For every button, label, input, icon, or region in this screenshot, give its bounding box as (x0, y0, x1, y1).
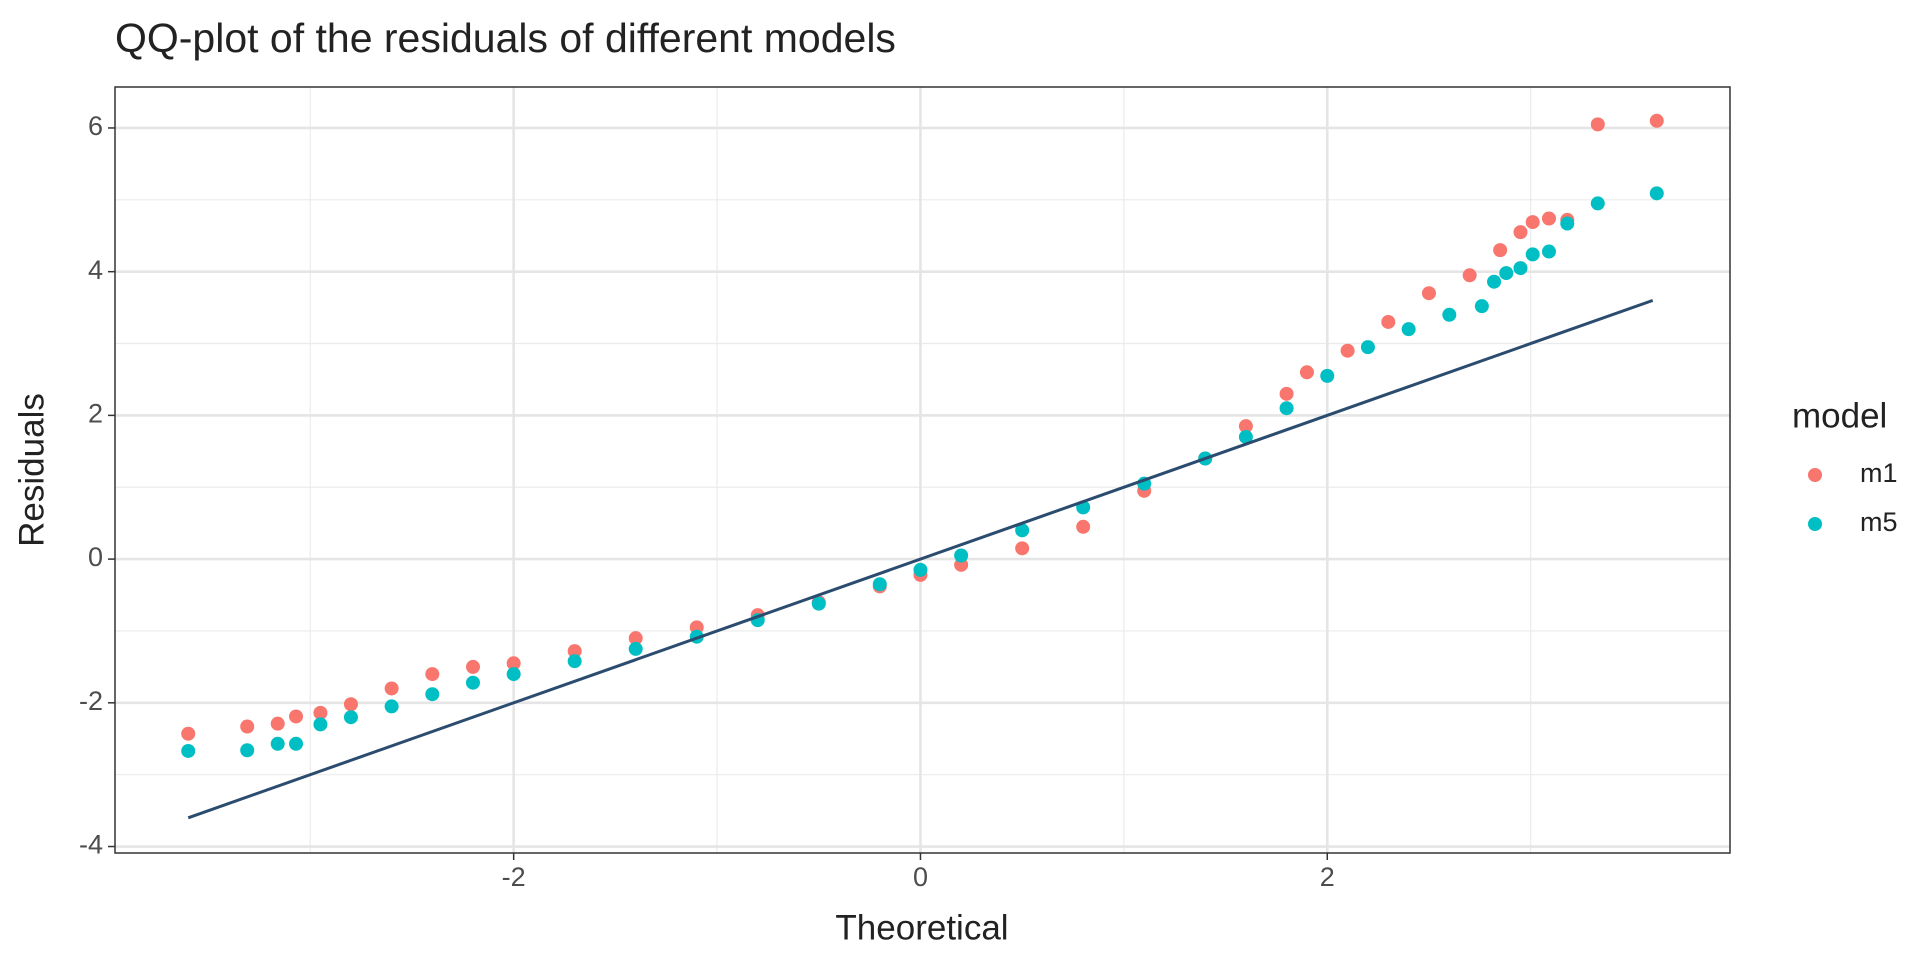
point (1421, 286, 1436, 301)
point (1076, 519, 1091, 534)
point (384, 681, 399, 696)
point (1499, 266, 1514, 281)
y-axis-label: Residuals (12, 393, 51, 547)
point (1238, 429, 1253, 444)
point (425, 687, 440, 702)
point (1238, 419, 1253, 434)
y-tick-label: -4 (79, 830, 103, 860)
x-tick-label: 0 (913, 862, 928, 892)
y-tick-label: -2 (79, 686, 103, 716)
point (1513, 261, 1528, 276)
point (1493, 243, 1508, 258)
point (1541, 244, 1556, 259)
point (465, 659, 480, 674)
point (1590, 196, 1605, 211)
point (181, 726, 196, 741)
point (506, 667, 521, 682)
point (954, 548, 969, 563)
point (1560, 216, 1575, 231)
y-tick-label: 4 (88, 255, 103, 285)
point (289, 709, 304, 724)
point (1299, 365, 1314, 380)
point (313, 717, 328, 732)
x-tick-label: 2 (1320, 862, 1335, 892)
point (1525, 247, 1540, 262)
point (628, 631, 643, 646)
point (1401, 322, 1416, 337)
point (384, 699, 399, 714)
point (181, 743, 196, 758)
point (811, 596, 826, 611)
point (1649, 186, 1664, 201)
y-tick-label: 6 (88, 111, 103, 141)
point (913, 562, 928, 577)
point (1513, 225, 1528, 240)
legend-marker (1808, 468, 1822, 482)
panel-border (114, 86, 1731, 854)
point (1474, 299, 1489, 314)
point (465, 675, 480, 690)
legend-label: m1 (1860, 458, 1898, 488)
point (1320, 368, 1335, 383)
point (1649, 113, 1664, 128)
point (425, 667, 440, 682)
point (1442, 307, 1457, 322)
point (567, 644, 582, 659)
point (313, 705, 328, 720)
reference-line (187, 299, 1654, 820)
point (567, 654, 582, 669)
point (1487, 274, 1502, 289)
x-axis-label: Theoretical (835, 908, 1008, 947)
point (343, 710, 358, 725)
legend-marker (1808, 517, 1822, 531)
y-tick-label: 0 (88, 542, 103, 572)
point (1015, 541, 1030, 556)
chart-title: QQ-plot of the residuals of different mo… (115, 15, 896, 61)
legend-title: model (1792, 396, 1887, 435)
point (1360, 340, 1375, 355)
point (270, 736, 285, 751)
point (343, 697, 358, 712)
legend-label: m5 (1860, 507, 1898, 537)
point (1279, 386, 1294, 401)
point (628, 641, 643, 656)
point (289, 736, 304, 751)
point (270, 716, 285, 731)
point (1340, 343, 1355, 358)
point (1541, 211, 1556, 226)
point (240, 719, 255, 734)
point (1590, 117, 1605, 132)
point (506, 656, 521, 671)
point (240, 743, 255, 758)
x-tick-label: -2 (502, 862, 526, 892)
y-tick-label: 2 (88, 399, 103, 429)
point (1015, 523, 1030, 538)
point (1525, 215, 1540, 230)
point (1381, 314, 1396, 329)
point (1279, 401, 1294, 416)
point (872, 577, 887, 592)
point (1462, 268, 1477, 283)
